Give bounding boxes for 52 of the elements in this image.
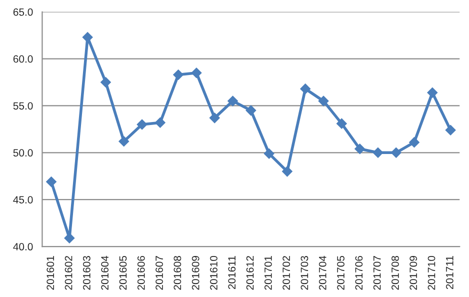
x-tick-label: 201705: [337, 256, 344, 290]
x-tick-label: 201612: [246, 256, 254, 290]
point: [445, 125, 456, 136]
x-tick-label: 201601: [46, 256, 54, 290]
y-tick-label: 60.0: [13, 55, 33, 63]
x-tick-label: 201606: [137, 256, 145, 290]
point: [46, 176, 56, 187]
x-tick-label: 201702: [282, 256, 290, 290]
point: [64, 232, 75, 244]
x-tick-label: 201711: [446, 256, 454, 289]
point: [264, 148, 274, 159]
point: [390, 148, 402, 158]
x-tick-label: 201609: [192, 256, 200, 290]
point: [100, 77, 111, 88]
point: [173, 70, 184, 80]
point: [336, 118, 347, 129]
point: [155, 118, 166, 128]
point: [191, 68, 202, 78]
point: [300, 84, 310, 94]
y-tick-label: 55.0: [13, 102, 33, 110]
x-tick-label: 201605: [119, 256, 127, 290]
point: [427, 87, 438, 98]
point: [228, 96, 238, 106]
x-tick-label: 201602: [64, 256, 72, 290]
x-tick-label: 201611: [228, 256, 236, 289]
x-tick-label: 201709: [410, 256, 418, 290]
y-tick-label: 40.0: [13, 243, 33, 250]
point: [246, 105, 256, 116]
x-tick-label: 201610: [210, 256, 218, 290]
x-tick-label: 201704: [318, 256, 326, 290]
x-tick-label: 201607: [156, 256, 163, 290]
point: [409, 137, 420, 148]
x-tick-label: 201701: [264, 256, 272, 290]
x-tick-label: 201603: [83, 256, 90, 290]
x-tick-label: 201707: [373, 256, 381, 290]
point: [118, 136, 129, 147]
y-tick-label: 65.0: [13, 8, 33, 16]
x-tick-label: 201708: [392, 256, 399, 290]
point: [372, 148, 384, 158]
x-tick-label: 201710: [428, 256, 436, 290]
y-tick-label: 45.0: [13, 196, 33, 204]
y-tick-label: 50.0: [13, 149, 33, 157]
point: [136, 119, 148, 130]
point: [354, 144, 365, 154]
point: [318, 96, 329, 106]
x-tick-label: 201608: [174, 256, 182, 290]
x-tick-label: 201604: [101, 256, 109, 290]
x-tick-label: 201706: [355, 256, 363, 290]
point: [210, 112, 220, 124]
point: [82, 32, 93, 42]
x-tick-label: 201703: [300, 256, 308, 290]
point: [282, 166, 292, 177]
